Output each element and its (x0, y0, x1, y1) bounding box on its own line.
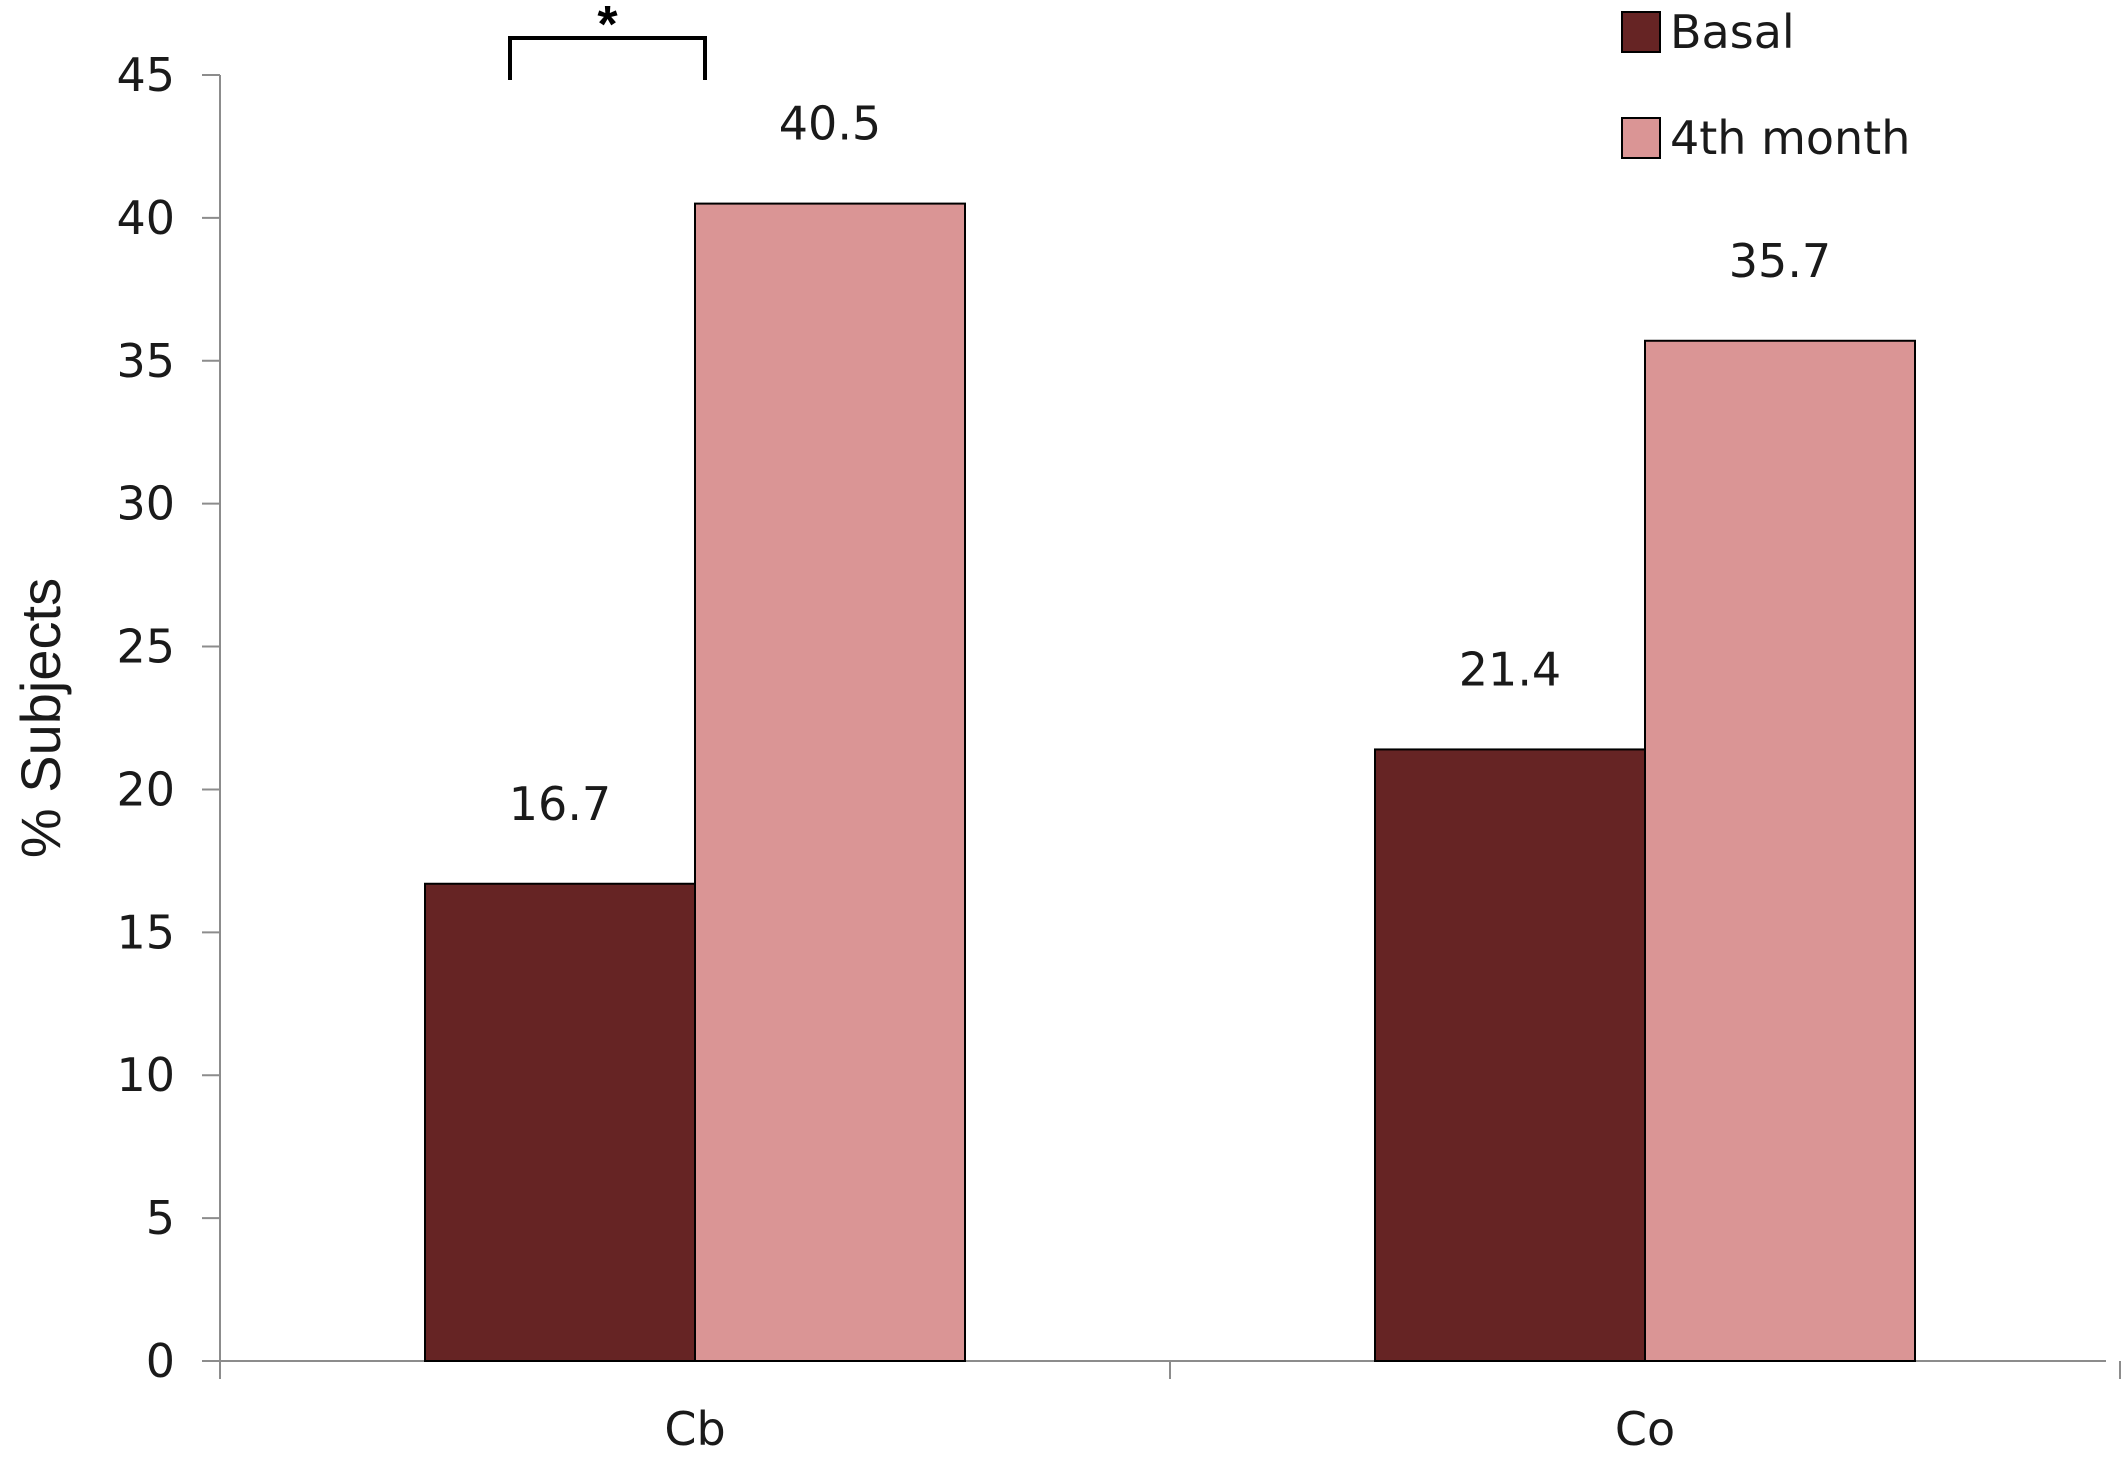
y-tick-label: 10 (116, 1048, 175, 1102)
x-axis-tick-labels: Cb Co (664, 1402, 1675, 1456)
y-tick-label: 45 (116, 48, 175, 102)
data-labels: 16.7 40.5 21.4 35.7 (509, 97, 1831, 831)
significance-marker: * (597, 0, 618, 54)
bars (424, 202, 1916, 1363)
y-tick-label: 30 (116, 477, 175, 531)
data-label: 40.5 (779, 97, 881, 151)
x-tick-label-cb: Cb (664, 1402, 725, 1456)
y-tick-label: 0 (146, 1334, 175, 1388)
y-tick-label: 15 (116, 905, 175, 959)
y-axis-title: % Subjects (9, 578, 72, 858)
legend: Basal 4th month (1621, 5, 1910, 165)
y-tick-label: 25 (116, 620, 175, 674)
legend-swatch-4th-month (1621, 117, 1661, 159)
bar-cb-4th-month (694, 202, 966, 1363)
significance-bracket (508, 36, 707, 80)
y-tick-label: 40 (116, 191, 175, 245)
bar-co-4th-month (1644, 339, 1916, 1363)
bar-co-basal (1374, 748, 1646, 1362)
legend-swatch-basal (1621, 11, 1661, 53)
y-tick-label: 20 (116, 762, 175, 816)
data-label: 16.7 (509, 777, 611, 831)
y-tick-label: 35 (116, 334, 175, 388)
significance-annotation: * (508, 0, 707, 80)
data-label: 21.4 (1459, 642, 1561, 696)
y-tick-label: 5 (146, 1191, 175, 1245)
y-axis-ticks: 0 5 10 15 20 25 30 35 40 45 (116, 48, 220, 1388)
bar-cb-basal (424, 882, 696, 1362)
x-tick-label-co: Co (1615, 1402, 1675, 1456)
legend-label-basal: Basal (1670, 5, 1795, 59)
legend-label-4th-month: 4th month (1670, 111, 1910, 165)
data-label: 35.7 (1729, 234, 1831, 288)
